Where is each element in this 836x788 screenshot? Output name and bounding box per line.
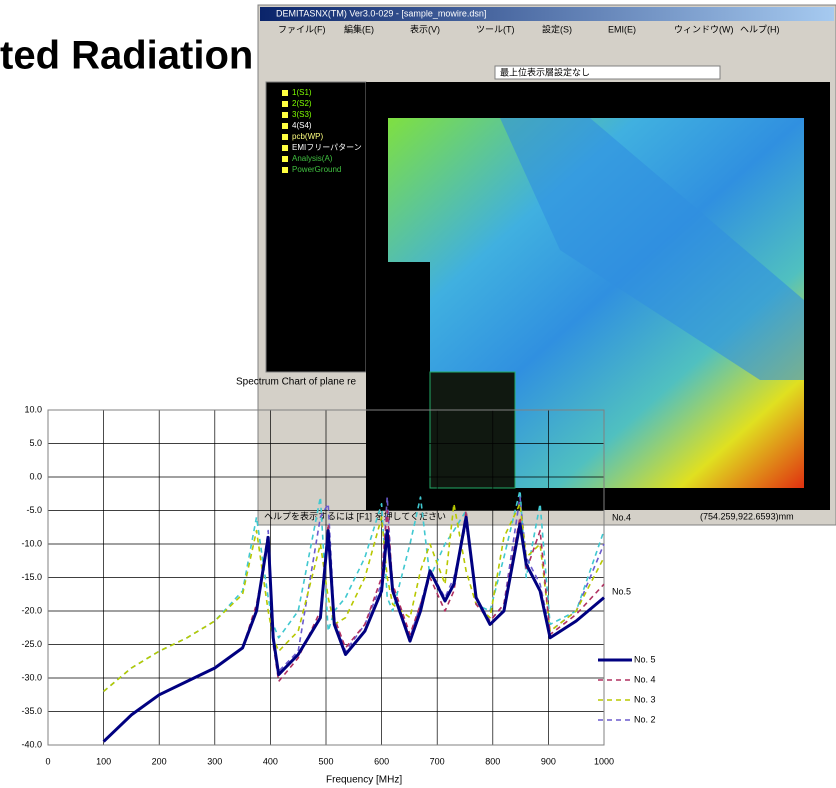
menu-item[interactable]: 設定(S) [542,23,572,34]
y-tick-label: -35.0 [21,706,42,716]
tree-item[interactable]: Analysis(A) [292,154,333,163]
tree-icon [282,156,288,162]
menu-item[interactable]: ヘルプ(H) [740,24,780,34]
y-tick-label: -40.0 [21,739,42,749]
tree-item[interactable]: 3(S3) [292,110,312,119]
y-tick-label: -30.0 [21,672,42,682]
x-tick-label: 800 [485,756,500,766]
tree-icon [282,112,288,118]
legend-label: No. 4 [634,674,656,684]
menu-item[interactable]: 表示(V) [410,23,440,34]
y-tick-label: -25.0 [21,639,42,649]
y-tick-label: -5.0 [26,505,42,515]
tree-icon [282,101,288,107]
menu-item[interactable]: 編集(E) [344,23,374,34]
status-coord: (754.259,922.6593)mm [700,511,794,521]
menu-item[interactable]: EMI(E) [608,24,636,34]
tree-item[interactable]: pcb(WP) [292,132,323,141]
series-line [104,497,604,741]
legend-label: No. 5 [634,654,656,664]
tree-icon [282,167,288,173]
x-axis-label: Frequency [MHz] [326,775,402,786]
slide-title: ted Radiation [0,34,253,78]
y-tick-label: -15.0 [21,572,42,582]
tree-icon [282,123,288,129]
menu-item[interactable]: ツール(T) [476,24,515,34]
window-title: DEMITASNX(TM) Ver3.0-029 - [sample_mowir… [276,8,486,18]
menu-item[interactable]: ウィンドウ(W) [674,24,734,34]
tree-item[interactable]: PowerGround [292,165,341,174]
app-window: DEMITASNX(TM) Ver3.0-029 - [sample_mowir… [258,5,836,525]
x-tick-label: 600 [374,756,389,766]
x-tick-label: 300 [207,756,222,766]
tree-item[interactable]: 1(S1) [292,88,312,97]
x-tick-label: 100 [96,756,111,766]
tree-item[interactable]: 2(S2) [292,99,312,108]
annotation: No.4 [612,512,631,522]
x-tick-label: 0 [45,756,50,766]
y-tick-label: -10.0 [21,538,42,548]
tree-panel [266,82,366,372]
tree-item[interactable]: EMIフリーパターン [292,143,362,152]
x-tick-label: 200 [152,756,167,766]
tree-icon [282,145,288,151]
chart-title: Spectrum Chart of plane re [236,377,356,388]
tree-icon [282,134,288,140]
status-help: ヘルプを表示するには [F1] を押してください [264,510,446,521]
slide: DEMITASNX(TM) Ver3.0-029 - [sample_mowir… [0,0,836,788]
legend-label: No. 3 [634,694,656,704]
x-tick-label: 400 [263,756,278,766]
series-line [104,511,604,742]
y-tick-label: 0.0 [29,471,42,481]
tree-icon [282,90,288,96]
x-tick-label: 900 [541,756,556,766]
y-tick-label: 10.0 [24,404,42,414]
x-tick-label: 1000 [594,756,614,766]
menu-item[interactable]: ファイル(F) [278,24,326,34]
series-line [104,504,604,692]
layer-select-text: 最上位表示層設定なし [500,66,590,77]
tree-item[interactable]: 4(S4) [292,121,312,130]
y-tick-label: -20.0 [21,605,42,615]
connector [430,372,515,488]
legend-label: No. 2 [634,714,656,724]
y-tick-label: 5.0 [29,438,42,448]
x-tick-label: 500 [318,756,333,766]
annotation: No.5 [612,586,631,596]
x-tick-label: 700 [430,756,445,766]
board-cutout [388,262,430,488]
series-line [104,517,604,741]
